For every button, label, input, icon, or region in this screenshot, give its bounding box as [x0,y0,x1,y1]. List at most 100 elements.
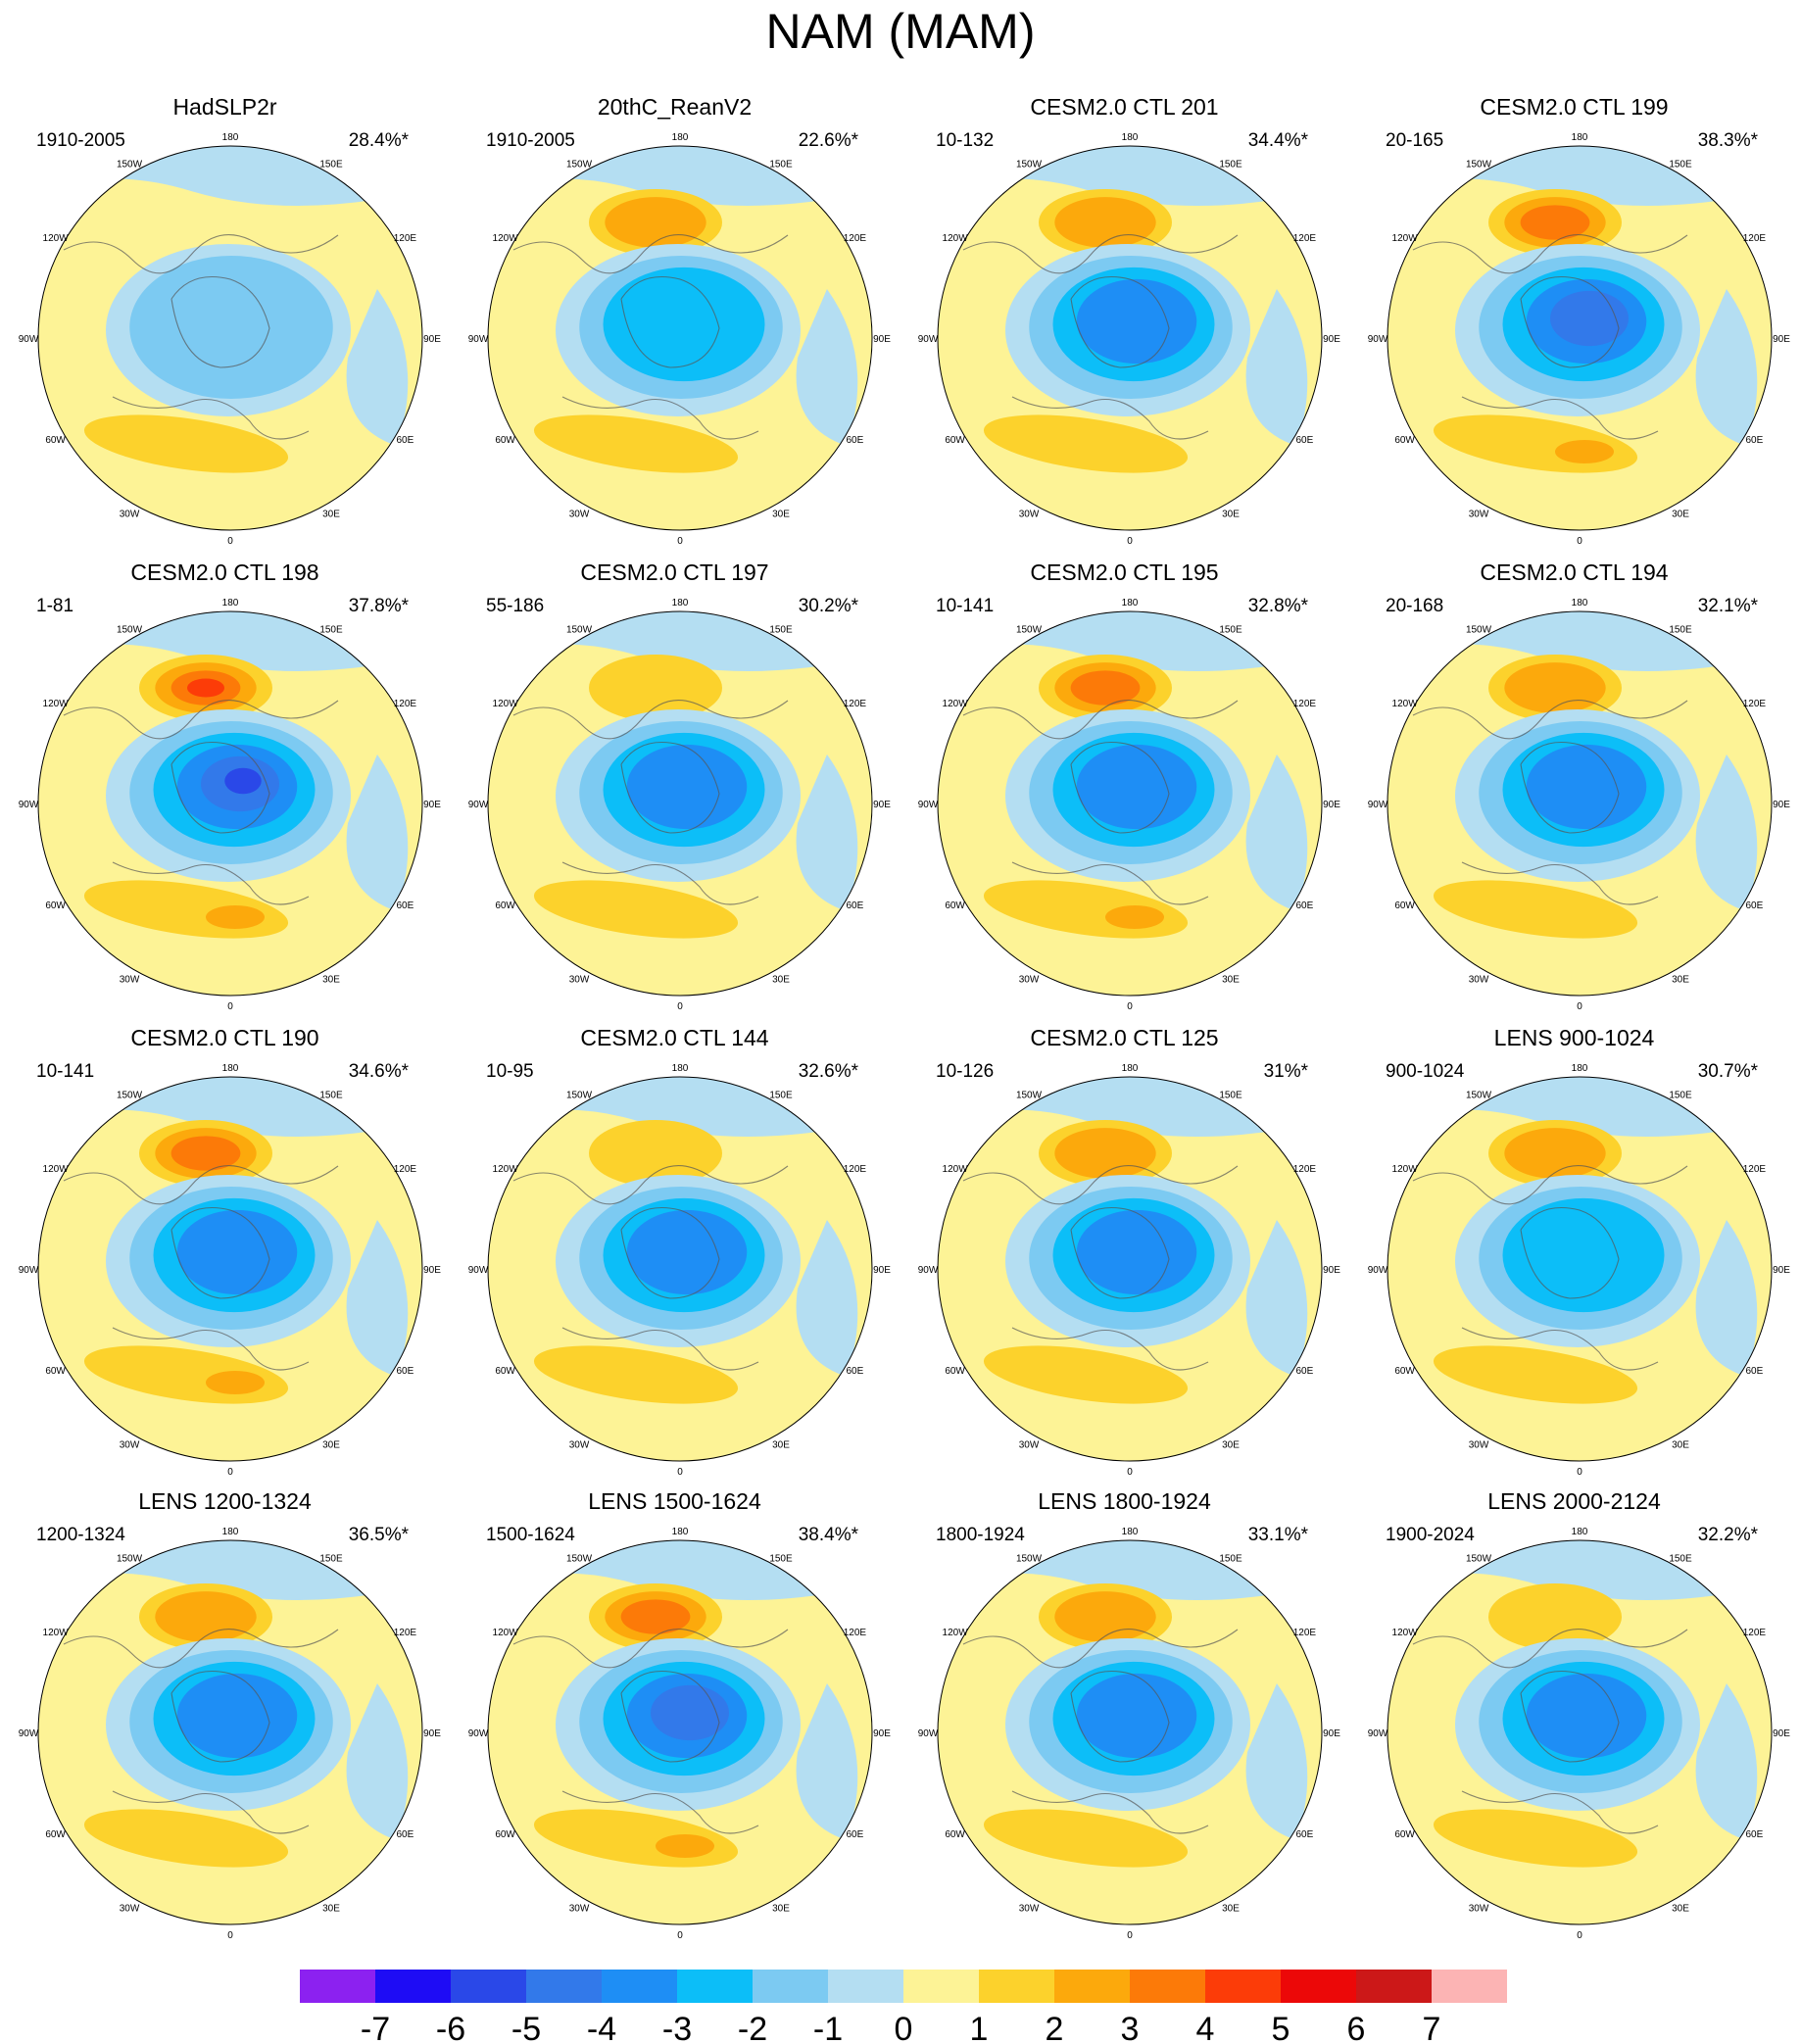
longitude-label: 60E [1746,1829,1764,1840]
longitude-label: 150W [566,625,593,636]
longitude-label: 0 [677,1467,683,1478]
panel-variance: 32.2%* [1697,1525,1758,1545]
longitude-label: 30E [1222,974,1240,985]
longitude-label: 90W [1368,800,1388,810]
longitude-label: 120E [1293,1628,1317,1638]
map-panel: CESM2.0 CTL 125 180 150E 120E 90E 60E 30E 0 30W 6… [900,1024,1349,1484]
panel-variance: 32.1%* [1697,596,1758,616]
longitude-label: 150W [1466,160,1492,170]
longitude-label: 60E [847,900,864,911]
longitude-label: 90W [19,1265,39,1276]
panel-period: 900-1024 [1386,1061,1465,1082]
longitude-label: 180 [1572,1063,1588,1074]
panel-period: 1800-1924 [936,1525,1025,1545]
colorbar-label: 5 [1272,2011,1290,2044]
panel-title: LENS 1200-1324 [138,1488,312,1514]
panel-title: LENS 1500-1624 [588,1488,761,1514]
longitude-label: 120W [43,233,70,244]
longitude-label: 90E [423,334,441,345]
colorbar-swatch [1130,1970,1205,2003]
longitude-label: 120E [1743,233,1767,244]
polar-map: 180 150E 120E 90E 60E 30E 0 30W 60W 90W 120W 150W [468,132,892,547]
longitude-label: 30W [120,1439,140,1450]
colorbar-swatch [300,1970,375,2003]
longitude-label: 30E [772,974,790,985]
longitude-label: 90W [19,800,39,810]
longitude-label: 150E [1669,160,1692,170]
longitude-label: 30E [1672,509,1689,519]
longitude-label: 30E [1222,509,1240,519]
longitude-label: 150E [1219,160,1242,170]
map-panel: CESM2.0 CTL 197 180 150E 120E 90E 60E 30E 0 30W 6… [450,559,900,1019]
colorbar-label: -4 [587,2011,616,2044]
longitude-label: 30E [1222,1439,1240,1450]
colorbar-swatch [1356,1970,1432,2003]
polar-map: 180 150E 120E 90E 60E 30E 0 30W 60W 90W 120W 150W [918,132,1341,547]
longitude-label: 150E [319,625,343,636]
longitude-label: 30W [1469,1903,1489,1914]
longitude-label: 180 [1572,1527,1588,1537]
map-panel: CESM2.0 CTL 198 180 150E 120E 90E 60E 30E 0 30W 6… [0,559,450,1019]
colorbar-label: -7 [361,2011,390,2044]
longitude-label: 120W [943,233,969,244]
longitude-label: 60E [847,435,864,446]
longitude-label: 30W [120,509,140,519]
panel-variance: 28.4%* [348,130,409,151]
longitude-label: 90W [19,334,39,345]
longitude-label: 180 [1122,1063,1139,1074]
longitude-label: 120E [844,233,867,244]
longitude-label: 0 [227,1467,233,1478]
longitude-label: 0 [1127,1467,1133,1478]
longitude-label: 30W [569,509,590,519]
longitude-label: 30E [1222,1903,1240,1914]
longitude-label: 150W [1016,625,1043,636]
longitude-label: 60E [1746,435,1764,446]
longitude-label: 120E [844,1164,867,1175]
longitude-label: 60W [495,1829,515,1840]
colorbar-swatch [677,1970,753,2003]
longitude-label: 150E [1219,1554,1242,1565]
longitude-label: 60W [1394,900,1415,911]
longitude-label: 60W [945,900,965,911]
panel-title: CESM2.0 CTL 194 [1480,560,1669,585]
longitude-label: 30E [322,1903,340,1914]
polar-map: 180 150E 120E 90E 60E 30E 0 30W 60W 90W 120W 150W [918,598,1341,1012]
panel-variance: 38.3%* [1697,130,1758,151]
longitude-label: 30E [1672,1903,1689,1914]
polar-map: 180 150E 120E 90E 60E 30E 0 30W 60W 90W 120W 150W [19,598,442,1012]
panel-title: HadSLP2r [172,94,277,120]
panel-title: CESM2.0 CTL 190 [130,1025,319,1050]
map-panel: CESM2.0 CTL 199 180 150E 120E 90E 60E 30E 0 30W 6… [1349,93,1799,554]
polar-map: 180 150E 120E 90E 60E 30E 0 30W 60W 90W 120W 150W [468,1063,892,1478]
colorbar-swatch [903,1970,979,2003]
longitude-label: 90E [873,334,891,345]
longitude-label: 120W [1392,1628,1419,1638]
longitude-label: 150E [319,1554,343,1565]
panel-title: CESM2.0 CTL 125 [1030,1025,1219,1050]
longitude-label: 30W [569,974,590,985]
colorbar-swatch [979,1970,1054,2003]
panel-variance: 32.6%* [798,1061,858,1082]
panel-variance: 36.5%* [348,1525,409,1545]
longitude-label: 90E [1773,800,1790,810]
longitude-label: 30E [322,1439,340,1450]
map-panel: LENS 2000-2124 180 150E 120E 90E 60E 30E 0 30W 60… [1349,1487,1799,1948]
longitude-label: 0 [1577,1001,1582,1012]
panel-variance: 32.8%* [1247,596,1308,616]
colorbar-label: 2 [1046,2011,1064,2044]
longitude-label: 150E [1669,1091,1692,1101]
panel-title: CESM2.0 CTL 198 [130,560,319,585]
panel-title: LENS 900-1024 [1493,1025,1655,1050]
colorbar-swatch [375,1970,451,2003]
map-panel: CESM2.0 CTL 194 180 150E 120E 90E 60E 30E 0 30W 6… [1349,559,1799,1019]
map-panel: CESM2.0 CTL 144 180 150E 120E 90E 60E 30E 0 30W 6… [450,1024,900,1484]
panel-variance: 30.2%* [798,596,858,616]
longitude-label: 180 [1122,1527,1139,1537]
longitude-label: 150W [117,160,143,170]
longitude-label: 60E [397,1829,414,1840]
longitude-label: 60W [45,1829,66,1840]
longitude-label: 0 [227,536,233,547]
panel-title: LENS 2000-2124 [1487,1488,1661,1514]
panel-period: 10-141 [936,596,995,616]
colorbar-swatch [1432,1970,1507,2003]
